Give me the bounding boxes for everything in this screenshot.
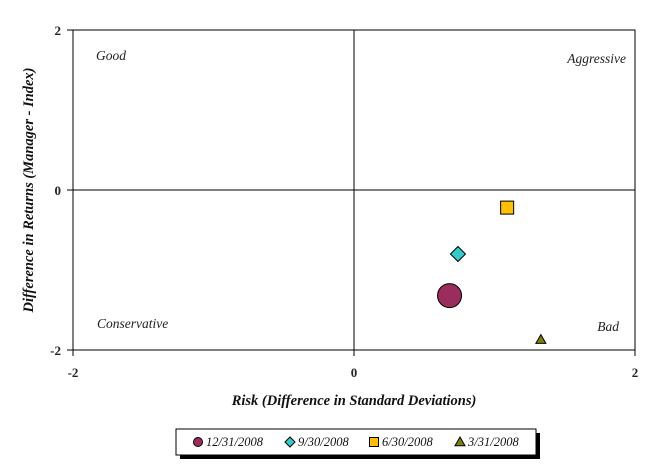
x-tick-label: 0 [351, 365, 358, 380]
x-tick-label: 2 [632, 365, 639, 380]
legend-marker-triangle [454, 435, 466, 447]
y-axis-title: Difference in Returns (Manager - Index) [21, 67, 37, 313]
data-point-triangle [535, 333, 547, 344]
y-tick-label: 0 [55, 183, 62, 198]
legend-marker-square [369, 437, 379, 447]
quadrant-label-good: Good [96, 48, 126, 63]
legend-label: 9/30/2008 [298, 435, 349, 449]
legend: 12/31/2008 9/30/2008 6/30/2008 3/31/2008 [175, 428, 540, 459]
data-point-square [500, 200, 515, 215]
data-point-diamond [449, 245, 467, 263]
x-axis-title: Risk (Difference in Standard Deviations) [231, 393, 477, 409]
legend-label: 3/31/2008 [467, 435, 519, 449]
y-tick-label: 2 [55, 23, 62, 38]
quadrant-label-conservative: Conservative [97, 316, 168, 331]
legend-label: 6/30/2008 [382, 435, 433, 449]
legend-marker-diamond [284, 436, 296, 448]
legend-label: 12/31/2008 [206, 435, 264, 449]
y-tick-label: -2 [50, 343, 61, 358]
legend-marker-circle [193, 437, 203, 447]
x-tick-label: -2 [68, 365, 79, 380]
quadrant-label-aggressive: Aggressive [566, 51, 626, 66]
data-point-circle [437, 283, 463, 309]
data-points [437, 200, 547, 344]
quadrant-label-bad: Bad [597, 319, 619, 334]
legend-box [175, 428, 537, 456]
